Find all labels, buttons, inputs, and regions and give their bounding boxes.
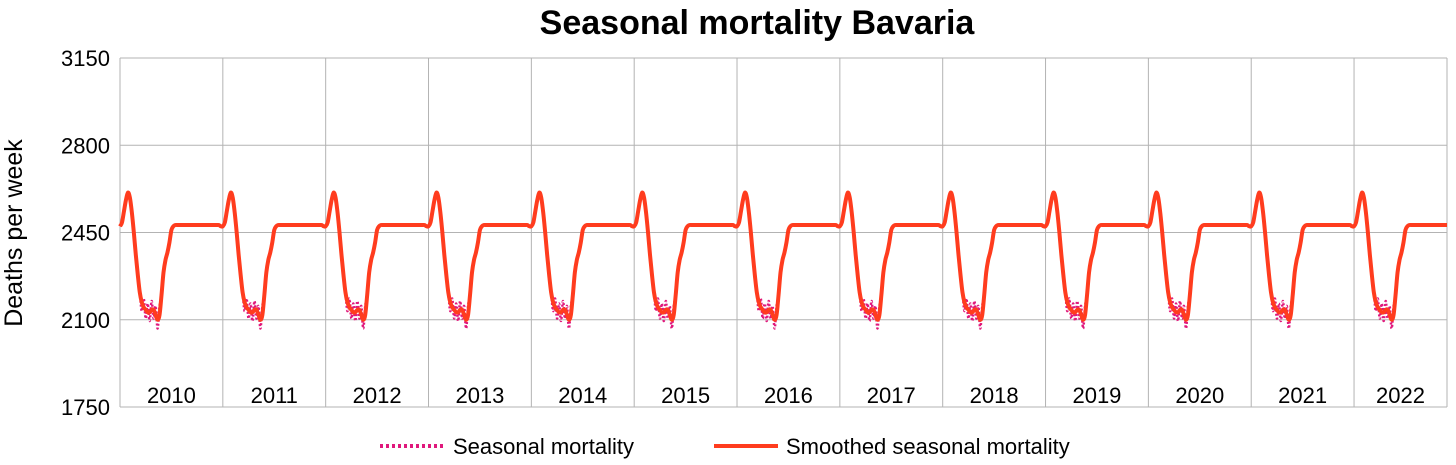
chart-title: Seasonal mortality Bavaria (540, 4, 976, 42)
legend-label-smoothed-seasonal-mortality: Smoothed seasonal mortality (786, 434, 1070, 459)
y-tick-label: 2450 (61, 221, 110, 246)
x-tick-label: 2013 (455, 383, 504, 408)
y-tick-label: 1750 (61, 395, 110, 420)
y-tick-label: 2800 (61, 133, 110, 158)
x-tick-label: 2015 (661, 383, 710, 408)
x-tick-label: 2017 (867, 383, 916, 408)
x-tick-label: 2016 (764, 383, 813, 408)
x-tick-label: 2020 (1175, 383, 1224, 408)
y-tick-label: 3150 (61, 46, 110, 71)
x-axis-year-labels: 2010 2011 2012 2013 2014 2015 2016 2017 2018 2019… (147, 383, 1425, 408)
legend: Seasonal mortality Smoothed seasonal mort… (380, 434, 1070, 459)
x-tick-label: 2019 (1072, 383, 1121, 408)
x-tick-label: 2012 (353, 383, 402, 408)
y-tick-label: 2100 (61, 308, 110, 333)
series-line-smoothed-seasonal-mortality (118, 190, 1448, 322)
x-tick-label: 2022 (1376, 383, 1425, 408)
x-tick-label: 2010 (147, 383, 196, 408)
x-tick-label: 2011 (251, 383, 298, 408)
series-lines (118, 190, 1448, 330)
legend-label-seasonal-mortality: Seasonal mortality (453, 434, 634, 459)
y-axis-label: Deaths per week (0, 139, 28, 327)
grid (119, 57, 1448, 408)
x-tick-label: 2014 (558, 383, 607, 408)
x-tick-label: 2021 (1278, 383, 1327, 408)
y-axis-ticks: 1750 2100 2450 2800 3150 (61, 46, 110, 420)
x-tick-label: 2018 (970, 383, 1019, 408)
